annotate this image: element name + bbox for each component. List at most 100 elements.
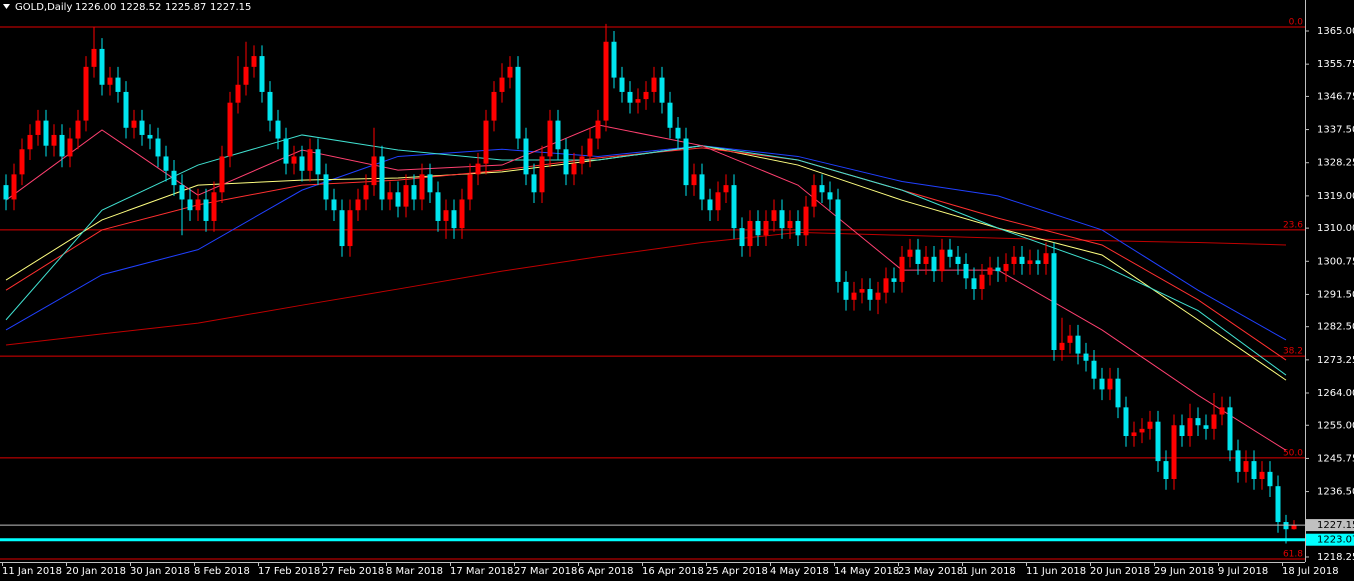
candle-body: [307, 149, 313, 171]
y-tick-label: 1310.00: [1317, 223, 1354, 234]
price-box: [1306, 519, 1354, 532]
candle-body: [443, 210, 449, 221]
candle-body: [1091, 360, 1097, 379]
candle-body: [315, 149, 321, 175]
candle-body: [1227, 407, 1233, 451]
candle-body: [483, 120, 489, 164]
candle-body: [459, 199, 465, 229]
moving-average: [5, 145, 1287, 341]
candle-body: [195, 199, 201, 211]
candle-body: [979, 274, 985, 290]
candle-body: [499, 77, 505, 92]
candle-body: [1099, 378, 1105, 390]
candle-body: [779, 210, 785, 229]
candle-body: [91, 48, 97, 67]
candle-body: [659, 77, 665, 103]
candle-body: [955, 256, 961, 264]
x-tick-label: 8 Feb 2018: [194, 566, 250, 577]
candle-body: [179, 185, 185, 200]
candle-body: [467, 174, 473, 200]
x-tick-label: 25 Apr 2018: [706, 566, 768, 577]
candle-body: [219, 156, 225, 193]
candle-body: [1139, 428, 1145, 433]
candle-body: [763, 220, 769, 236]
candle-body: [339, 210, 345, 247]
candle-body: [731, 185, 737, 229]
candle-body: [227, 102, 233, 157]
x-tick-label: 30 Jan 2018: [130, 566, 190, 577]
candle-body: [707, 199, 713, 211]
header-value: 1228.52: [120, 2, 161, 13]
candle-body: [379, 156, 385, 200]
candle-body: [1035, 260, 1041, 264]
y-tick-label: 1291.50: [1317, 289, 1354, 300]
candle-body: [939, 249, 945, 272]
y-tick-label: 1346.75: [1317, 91, 1354, 102]
y-tick-label: 1365.00: [1317, 26, 1354, 37]
candle-body: [259, 56, 265, 92]
header-value: 1225.87: [165, 2, 206, 13]
candle-body: [323, 174, 329, 200]
x-tick-label: 8 Mar 2018: [386, 566, 443, 577]
fib-level-label: 38.2: [1283, 347, 1303, 357]
candle-body: [859, 289, 865, 293]
candle-body: [827, 192, 833, 200]
candle-body: [995, 267, 1001, 272]
candle-body: [75, 120, 81, 139]
candle-body: [787, 220, 793, 229]
candle-body: [251, 56, 257, 67]
candle-body: [1131, 432, 1137, 437]
candle-body: [651, 77, 657, 92]
candle-body: [571, 163, 577, 175]
candle-body: [627, 91, 633, 103]
y-tick-label: 1319.00: [1317, 191, 1354, 202]
candle-body: [123, 91, 129, 128]
candle-body: [1275, 486, 1281, 523]
candle-body: [747, 220, 753, 247]
x-tick-label: 14 May 2018: [834, 566, 899, 577]
candle-body: [1019, 256, 1025, 264]
candle-body: [1075, 335, 1081, 354]
candle-body: [915, 249, 921, 264]
x-tick-label: 4 May 2018: [770, 566, 829, 577]
x-tick-label: 9 Jul 2018: [1218, 566, 1268, 577]
candle-body: [675, 127, 681, 139]
candle-body: [371, 156, 377, 186]
candle-body: [163, 156, 169, 171]
fib-level-label: 61.8: [1283, 549, 1303, 559]
candle-body: [603, 41, 609, 121]
candle-body: [715, 192, 721, 211]
candle-body: [515, 66, 521, 139]
x-tick-label: 1 Jun 2018: [962, 566, 1016, 577]
collapse-arrow[interactable]: [3, 4, 10, 9]
candle-body: [1051, 253, 1057, 350]
candle-body: [491, 91, 497, 121]
candle-body: [1243, 461, 1249, 472]
moving-average: [5, 124, 1287, 451]
x-tick-label: 17 Feb 2018: [258, 566, 320, 577]
candle-body: [1003, 263, 1009, 272]
candle-body: [1187, 418, 1193, 437]
fib-level-label: 0.0: [1289, 18, 1304, 28]
candle-body: [1267, 471, 1273, 487]
candle-body: [267, 91, 273, 121]
candle-body: [987, 267, 993, 275]
candle-body: [1043, 253, 1049, 264]
candle-body: [1283, 522, 1289, 530]
candle-body: [403, 185, 409, 207]
candle-body: [739, 228, 745, 247]
candle-body: [843, 281, 849, 300]
candle-body: [899, 256, 905, 282]
y-tick-label: 1282.50: [1317, 322, 1354, 333]
candle-body: [539, 156, 545, 193]
y-tick-label: 1273.25: [1317, 355, 1354, 366]
candle-body: [795, 220, 801, 236]
moving-average: [5, 134, 1287, 376]
candle-body: [347, 210, 353, 247]
candle-body: [451, 210, 457, 229]
candle-body: [891, 278, 897, 282]
x-tick-label: 16 Apr 2018: [642, 566, 704, 577]
candle-body: [387, 192, 393, 200]
candle-body: [875, 292, 881, 300]
